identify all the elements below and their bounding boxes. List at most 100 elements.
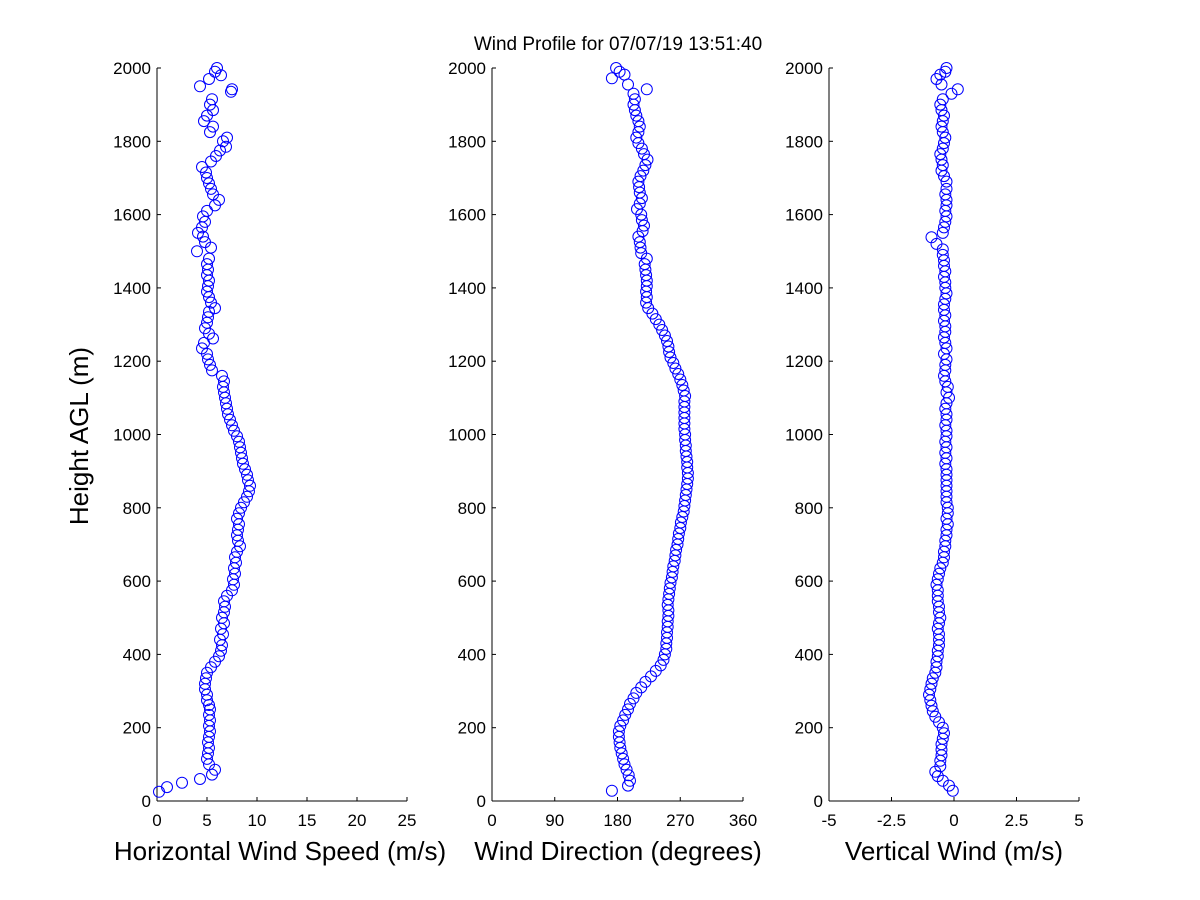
vertical-y-tick-label: 0 [814, 792, 823, 811]
direction-data-point [672, 368, 685, 380]
speed-data-point [241, 490, 253, 503]
vertical-x-tick-label: 0 [949, 811, 958, 830]
direction-data-point [617, 752, 630, 765]
direction-data-point [635, 192, 648, 205]
direction-data-point [632, 115, 645, 128]
direction-data-point [669, 362, 682, 375]
direction-data-point [638, 219, 650, 232]
direction-data-point [619, 708, 632, 721]
vertical-y-tick-label: 1000 [785, 426, 823, 445]
vertical-x-tick-label: -2.5 [877, 811, 906, 830]
direction-data-point [656, 324, 669, 336]
vertical-data-point [924, 683, 937, 696]
speed-data-point [239, 463, 251, 476]
speed-data-point [203, 708, 215, 721]
vertical-data-point [930, 73, 943, 85]
vertical-wind-panel: Vertical Wind (m/s) 0 200 400 600 800 1000 120… [785, 59, 1084, 866]
vertical-data-point [931, 573, 944, 586]
vertical-data-point [934, 562, 947, 575]
direction-data-point [618, 758, 631, 771]
vertical-data-point [930, 578, 943, 591]
speed-data-point [218, 375, 230, 388]
direction-y-tick-label: 1800 [448, 132, 486, 151]
speed-y-tick-label: 200 [123, 719, 151, 738]
speed-data-point [198, 115, 210, 128]
vertical-x-axis-label: Vertical Wind (m/s) [845, 836, 1063, 866]
direction-y-tick-label: 1600 [448, 206, 486, 225]
vertical-data-point [935, 738, 948, 751]
vertical-data-point [939, 131, 952, 144]
speed-data-point [234, 441, 246, 454]
speed-data-point [231, 430, 243, 443]
speed-data-point [204, 703, 216, 716]
speed-data-point [235, 501, 247, 514]
direction-data-point [638, 148, 650, 161]
direction-y-tick-label: 2000 [448, 59, 486, 78]
direction-data-point [620, 763, 633, 776]
direction-data-point [622, 769, 635, 782]
speed-data-point [201, 204, 213, 217]
vertical-data-point [941, 380, 954, 393]
speed-data-point [205, 182, 217, 195]
speed-data-point [233, 435, 245, 448]
vertical-y-tick-label: 1800 [785, 132, 823, 151]
vertical-data-point [934, 148, 947, 161]
speed-data-point [202, 353, 214, 366]
speed-y-tick-label: 2000 [113, 59, 151, 78]
direction-data-point [676, 379, 689, 391]
vertical-data-point [943, 779, 955, 792]
vertical-data-point [936, 248, 949, 261]
direction-data-point [679, 390, 692, 402]
direction-data-point [662, 340, 675, 353]
vertical-data-point [938, 221, 950, 234]
vertical-data-point [945, 87, 958, 100]
speed-data-point [207, 188, 219, 201]
direction-x-axis-label: Wind Direction (degrees) [474, 836, 762, 866]
vertical-y-tick-label: 600 [795, 572, 823, 591]
horizontal-wind-speed-panel: Horizontal Wind Speed (m/s) Height AGL (… [64, 59, 446, 866]
speed-data-point [203, 305, 215, 318]
vertical-data-point [939, 188, 952, 201]
direction-y-tick-label: 1000 [448, 426, 486, 445]
vertical-data-point [938, 298, 950, 311]
vertical-x-tick-label: 5 [1074, 811, 1083, 830]
speed-data-point [194, 80, 206, 93]
speed-data-point [217, 135, 229, 148]
vertical-data-point [940, 62, 953, 74]
direction-data-point [612, 725, 625, 738]
speed-data-point [203, 73, 215, 85]
direction-data-point [654, 659, 667, 672]
direction-x-tick-label: 90 [545, 811, 564, 830]
speed-data-point [206, 364, 218, 377]
direction-data-point [631, 203, 643, 216]
speed-data-point [231, 512, 243, 525]
speed-data-point [206, 93, 218, 106]
speed-data-point [199, 322, 211, 335]
direction-data-point [677, 384, 690, 397]
direction-data-point [628, 93, 641, 106]
speed-data-point [191, 245, 203, 258]
speed-data-point [242, 474, 254, 487]
figure-title: Wind Profile for 07/07/19 13:51:40 [474, 34, 762, 55]
speed-data-point [176, 776, 188, 789]
speed-x-tick-label: 5 [202, 811, 211, 830]
direction-data-point [658, 329, 671, 342]
vertical-data-point [934, 98, 947, 111]
speed-data-point [226, 419, 238, 432]
speed-data-point [216, 611, 228, 624]
direction-x-tick-label: 360 [729, 811, 757, 830]
vertical-data-point [929, 710, 942, 723]
direction-data-point [613, 65, 626, 78]
vertical-x-tick-label: 2.5 [1005, 811, 1029, 830]
speed-data-point [203, 177, 215, 190]
speed-y-tick-label: 1000 [113, 426, 151, 445]
direction-data-point [630, 131, 643, 144]
speed-data-point [196, 342, 208, 355]
vertical-y-tick-label: 800 [795, 499, 823, 518]
speed-data-point [201, 172, 213, 184]
speed-y-tick-label: 400 [123, 645, 151, 664]
speed-y-tick-label: 600 [123, 572, 151, 591]
vertical-y-tick-label: 200 [795, 719, 823, 738]
direction-data-point [624, 774, 636, 787]
direction-data-point [674, 373, 687, 386]
